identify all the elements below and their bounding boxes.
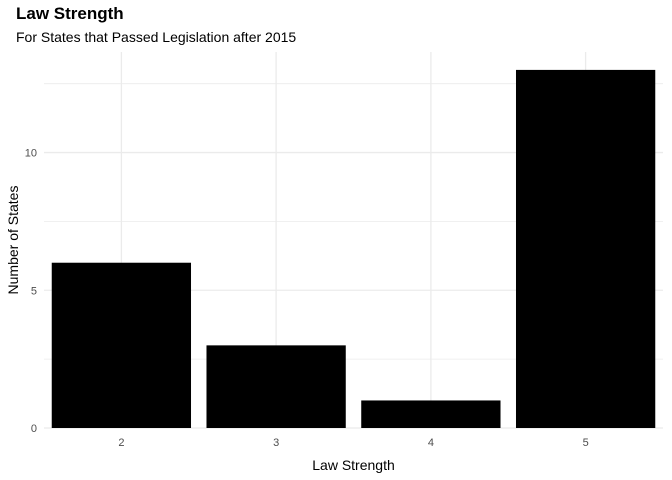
bars: [51, 69, 656, 429]
bar-2: [51, 262, 192, 428]
bar-3: [206, 345, 346, 428]
x-tick-label: 3: [273, 437, 279, 449]
x-tick-label: 4: [428, 437, 434, 449]
x-tick-label: 2: [118, 437, 124, 449]
y-tick-label: 5: [31, 285, 37, 297]
y-axis-title: Number of States: [5, 186, 21, 295]
x-tick-label: 5: [583, 437, 589, 449]
x-axis-title: Law Strength: [312, 457, 395, 473]
chart-title: Law Strength: [16, 4, 124, 23]
bar-4: [361, 400, 501, 428]
x-axis-ticks: 2 3 4 5: [118, 437, 588, 449]
y-tick-label: 0: [31, 423, 37, 435]
bar-5: [515, 69, 656, 429]
y-tick-label: 10: [25, 148, 37, 160]
y-axis-ticks: 0 5 10: [25, 148, 37, 435]
chart-subtitle: For States that Passed Legislation after…: [16, 29, 297, 45]
